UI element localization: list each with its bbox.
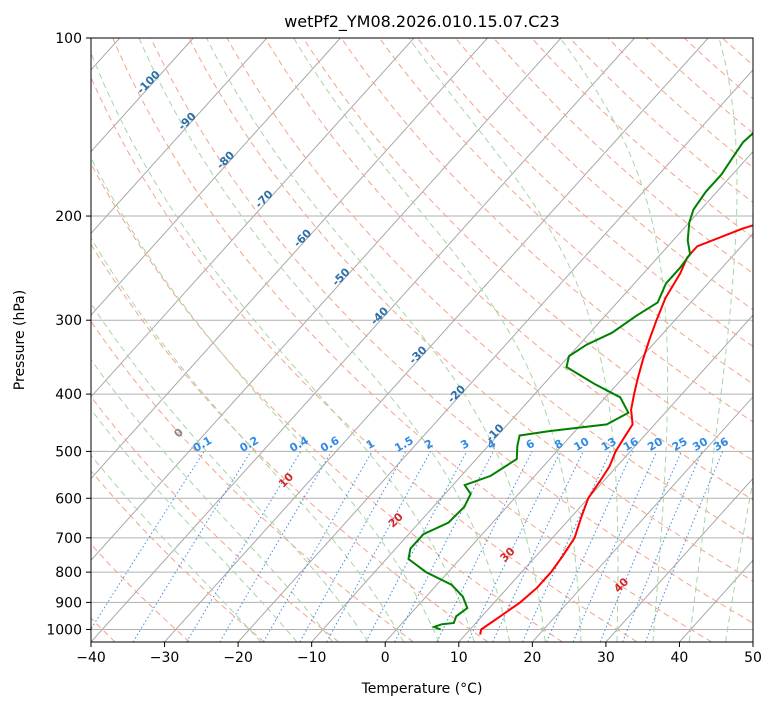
moist-adiabat-line — [91, 358, 334, 642]
mixing-ratio-line — [572, 451, 658, 642]
x-tick-label: 40 — [671, 650, 689, 666]
background-lines — [91, 38, 753, 642]
y-tick-label: 700 — [55, 531, 82, 547]
isotherm-line — [164, 38, 709, 642]
isotherm-line — [91, 38, 635, 642]
isotherm-line — [458, 314, 753, 642]
y-tick-label: 400 — [55, 387, 82, 403]
dry-adiabat-line — [455, 38, 753, 311]
isotherm-line — [91, 38, 562, 562]
x-tick-label: 20 — [523, 650, 541, 666]
dry-adiabat-line — [150, 38, 753, 624]
dry-adiabat-line — [91, 320, 414, 642]
mixing-ratio-line — [219, 451, 333, 642]
dry-adiabat-line — [607, 38, 753, 169]
x-tick-label: 0 — [381, 650, 390, 666]
dry-adiabat-line — [569, 38, 753, 203]
mixing-ratio-line — [132, 451, 252, 642]
moist-adiabat-line — [559, 38, 669, 642]
dry-adiabat-line — [91, 395, 340, 642]
y-tick-label: 100 — [55, 31, 82, 47]
y-tick-label: 500 — [55, 444, 82, 460]
mixing-ratio-line — [467, 451, 562, 642]
mixing-ratio-line — [436, 451, 533, 642]
dry-adiabat-line — [340, 38, 753, 423]
y-tick-label: 200 — [55, 209, 82, 225]
isotherm-line — [91, 38, 341, 316]
dry-adiabat-line — [417, 38, 753, 348]
dry-adiabat-line — [226, 38, 753, 541]
plot-frame — [90, 37, 754, 643]
isotherm-line — [91, 38, 268, 235]
mixing-ratio-line — [326, 451, 432, 642]
y-tick-label: 600 — [55, 491, 82, 507]
isotherm-line — [531, 396, 753, 642]
isotherm-line — [605, 477, 753, 642]
axis-ticks: −40 −30 −20 −10 0 10 20 30 40 50 100 200 300 400 500 60… — [46, 31, 762, 666]
data-lines — [407, 131, 753, 635]
mixing-ratio-line — [599, 451, 682, 642]
dewpoint-profile-line — [407, 131, 753, 631]
moist-adiabat-line — [138, 38, 511, 642]
x-tick-label: 50 — [744, 650, 762, 666]
y-tick-label: 1000 — [46, 622, 82, 638]
mixing-ratio-line — [492, 451, 584, 642]
isotherm-line — [91, 38, 194, 153]
chart-title: wetPf2_YM08.2026.010.15.07.C23 — [284, 12, 560, 32]
dry-adiabat-line — [112, 38, 713, 642]
mixing-ratio-line — [546, 451, 634, 642]
moist-adiabat-line — [91, 454, 262, 642]
mixing-ratio-line — [263, 451, 373, 642]
y-tick-label: 900 — [55, 595, 82, 611]
x-tick-label: −10 — [297, 650, 327, 666]
isotherm-line — [311, 150, 753, 642]
x-tick-label: 10 — [450, 650, 468, 666]
dry-adiabat-line — [91, 76, 638, 642]
temperature-profile-line — [479, 224, 753, 635]
moist-adiabat-line — [91, 51, 475, 642]
moist-adiabat-line — [91, 302, 369, 642]
x-tick-label: −40 — [76, 650, 106, 666]
moist-adiabat-line — [91, 156, 440, 642]
isotherm-line — [384, 232, 753, 642]
x-tick-label: 30 — [597, 650, 615, 666]
y-tick-label: 300 — [55, 313, 82, 329]
moist-adiabat-line — [688, 38, 738, 642]
dry-adiabat-line — [264, 38, 753, 501]
mixing-ratio-line — [522, 451, 612, 642]
isotherm-line — [91, 38, 415, 398]
mixing-ratio-line — [186, 451, 302, 642]
moist-adiabat-line — [293, 38, 582, 642]
moist-adiabat-line — [725, 478, 753, 642]
x-tick-label: −20 — [223, 650, 253, 666]
x-tick-label: −30 — [150, 650, 180, 666]
dry-adiabat-line — [378, 38, 753, 385]
y-tick-label: 800 — [55, 565, 82, 581]
moist-adiabat-line — [91, 236, 405, 642]
mixing-ratio-line — [91, 451, 205, 630]
dry-adiabat-line — [302, 38, 753, 462]
isotherm-line — [237, 69, 753, 642]
x-axis-label: Temperature (°C) — [361, 681, 483, 697]
dry-adiabat-line — [188, 38, 753, 582]
y-axis-label: Pressure (hPa) — [12, 290, 28, 390]
isotherm-line — [91, 38, 488, 480]
moist-adiabat-line — [206, 38, 546, 642]
moist-adiabat-line — [408, 38, 619, 642]
mixing-ratio-line — [299, 451, 407, 642]
